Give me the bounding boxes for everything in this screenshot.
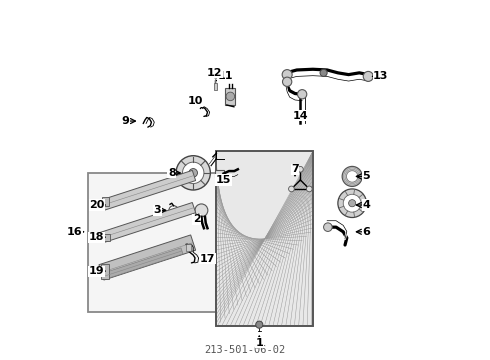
Text: 17: 17 [200, 253, 215, 264]
Text: 4: 4 [363, 200, 370, 210]
Text: 5: 5 [363, 171, 370, 181]
Text: 11: 11 [218, 71, 233, 81]
Text: 20: 20 [89, 200, 104, 210]
Bar [217, 152, 313, 327]
Circle shape [297, 166, 303, 172]
Bar [102, 197, 109, 206]
Circle shape [189, 168, 197, 177]
Text: 3: 3 [154, 205, 161, 215]
Text: 13: 13 [373, 71, 389, 81]
Circle shape [169, 206, 178, 215]
Text: 14: 14 [293, 111, 308, 121]
Circle shape [182, 162, 204, 184]
Text: 2: 2 [193, 214, 200, 224]
Text: 7: 7 [291, 164, 299, 174]
Text: 12: 12 [207, 68, 222, 78]
Circle shape [282, 69, 292, 80]
Bar [217, 152, 313, 327]
Text: 1: 1 [255, 338, 263, 347]
Bar [214, 83, 217, 90]
Bar [88, 173, 231, 312]
Text: 16: 16 [67, 227, 82, 237]
Circle shape [343, 194, 361, 212]
Text: 19: 19 [89, 266, 104, 276]
Polygon shape [99, 235, 196, 280]
Text: 18: 18 [89, 232, 104, 242]
Circle shape [348, 200, 356, 207]
Text: 9: 9 [122, 116, 129, 126]
Circle shape [342, 166, 362, 186]
Circle shape [176, 156, 210, 190]
Bar [186, 244, 191, 251]
Text: 10: 10 [187, 96, 203, 107]
Circle shape [346, 171, 358, 182]
Circle shape [363, 71, 373, 81]
Text: 15: 15 [216, 175, 231, 185]
Circle shape [226, 92, 235, 101]
Circle shape [256, 321, 263, 328]
Circle shape [297, 90, 307, 99]
Bar [101, 264, 109, 279]
Text: 213-501-06-02: 213-501-06-02 [204, 345, 286, 355]
Circle shape [306, 186, 312, 192]
Text: 6: 6 [363, 227, 370, 237]
Bar [215, 170, 223, 177]
Polygon shape [100, 170, 196, 210]
Bar [102, 234, 110, 241]
Bar [225, 88, 235, 105]
Circle shape [195, 204, 208, 217]
Text: 8: 8 [168, 168, 175, 178]
Circle shape [323, 223, 332, 231]
Circle shape [289, 186, 294, 192]
Polygon shape [103, 248, 183, 279]
Polygon shape [100, 203, 196, 243]
Circle shape [283, 77, 292, 86]
Circle shape [320, 69, 327, 76]
Circle shape [338, 189, 367, 217]
